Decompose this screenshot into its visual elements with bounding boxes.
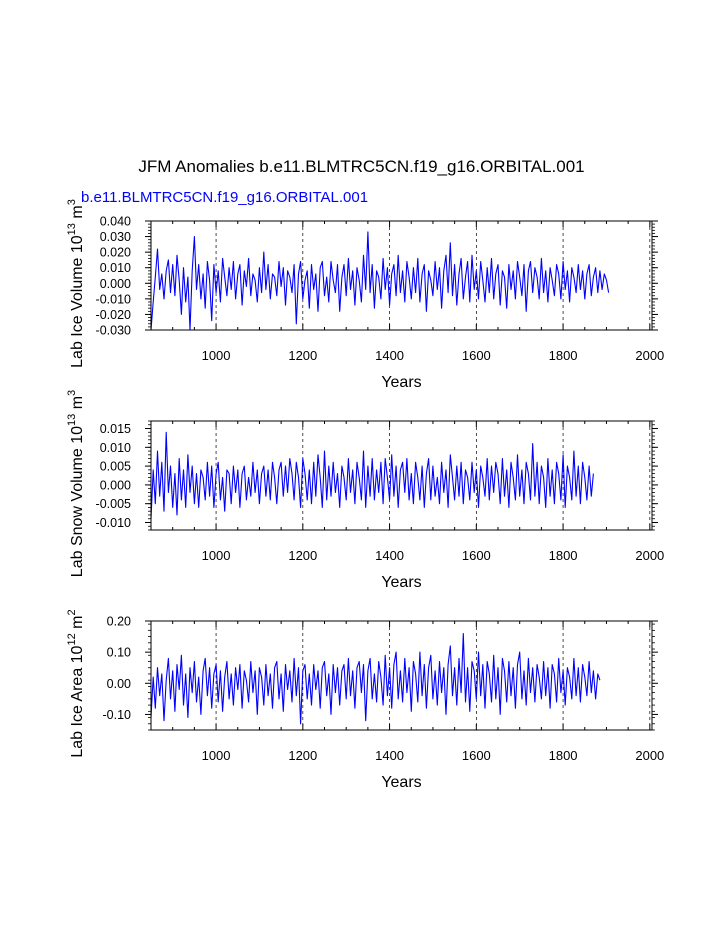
panel-1-xtick-label: 1000 <box>202 348 231 363</box>
panel-2-series-line <box>150 431 594 519</box>
panel-2-xtick-label: 1600 <box>462 548 491 563</box>
panel-3-series-line <box>150 632 601 725</box>
panel-2-ytick-label: -0.010 <box>96 516 131 530</box>
panel-1-ytick-label: 0.040 <box>100 215 131 229</box>
panel-1-frame <box>150 220 653 331</box>
panel-2-ytick-label: 0.015 <box>100 422 131 436</box>
panel-1-ytick-label: -0.030 <box>96 324 131 338</box>
panel-1-ytick-label: -0.020 <box>96 308 131 322</box>
panel-3-xtick-label: 2000 <box>635 748 664 763</box>
panel-3-ytick-label: 0.00 <box>107 677 131 691</box>
figure-title: JFM Anomalies b.e11.BLMTRC5CN.f19_g16.OR… <box>138 157 585 176</box>
panel-2-xtick-label: 1800 <box>549 548 578 563</box>
panel-3-xtick-label: 1800 <box>549 748 578 763</box>
panel-3-xaxis-label: Years <box>381 774 421 791</box>
panel-1-xtick-label: 1600 <box>462 348 491 363</box>
panel-3-ytick-label: 0.10 <box>107 646 131 660</box>
panel-1-ytick-label: -0.010 <box>96 292 131 306</box>
panel-1-xtick-label: 2000 <box>635 348 664 363</box>
panel-1-ytick-label: 0.020 <box>100 246 131 260</box>
run-subtitle: b.e11.BLMTRC5CN.f19_g16.ORBITAL.001 <box>81 189 369 206</box>
panel-1-xtick-label: 1200 <box>288 348 317 363</box>
panel-1: 1000 1200 1400 1600 1800 2000 -0.030 -0.020 -0.0… <box>66 199 664 391</box>
panel-3-xtick-label: 1200 <box>288 748 317 763</box>
panel-3-xtick-label: 1000 <box>202 748 231 763</box>
panel-1-xtick-label: 1800 <box>549 348 578 363</box>
panel-3-frame <box>150 620 653 731</box>
panel-3-ytick-label: -0.10 <box>103 708 132 722</box>
panel-2-ytick-label: 0.005 <box>100 460 131 474</box>
panel-2-xaxis-label: Years <box>381 574 421 591</box>
panel-2-ytick-label: 0.010 <box>100 441 131 455</box>
panel-1-yaxis-label: Lab Ice Volume 1013 m3 <box>66 199 86 368</box>
panel-3-yaxis-label: Lab Ice Area 1012 m2 <box>66 609 86 757</box>
panel-2-xtick-label: 1200 <box>288 548 317 563</box>
panel-1-xaxis-label: Years <box>381 374 421 391</box>
panel-2-xtick-label: 2000 <box>635 548 664 563</box>
panel-2-ytick-label: -0.005 <box>96 497 131 511</box>
panel-3-ytick-label: 0.20 <box>107 615 131 629</box>
panel-2-frame <box>150 420 653 531</box>
panel-3-xtick-label: 1600 <box>462 748 491 763</box>
panel-1-ytick-label: 0.030 <box>100 230 131 244</box>
panel-2: 1000 1200 1400 1600 1800 2000 -0.010 -0.005 0.00… <box>66 390 664 591</box>
panel-1-series-line <box>150 231 610 331</box>
panel-2-ytick-label: 0.000 <box>100 478 131 492</box>
panel-3-xtick-label: 1400 <box>375 748 404 763</box>
panel-2-xtick-label: 1000 <box>202 548 231 563</box>
panel-1-ytick-label: 0.000 <box>100 277 131 291</box>
panel-2-yaxis-label: Lab Snow Volume 1013 m3 <box>66 390 86 577</box>
panel-3: 1000 1200 1400 1600 1800 2000 -0.10 0.00 0.10 0.2… <box>66 609 664 791</box>
panel-1-ytick-label: 0.010 <box>100 261 131 275</box>
panel-1-xtick-label: 1400 <box>375 348 404 363</box>
panel-2-xtick-label: 1400 <box>375 548 404 563</box>
